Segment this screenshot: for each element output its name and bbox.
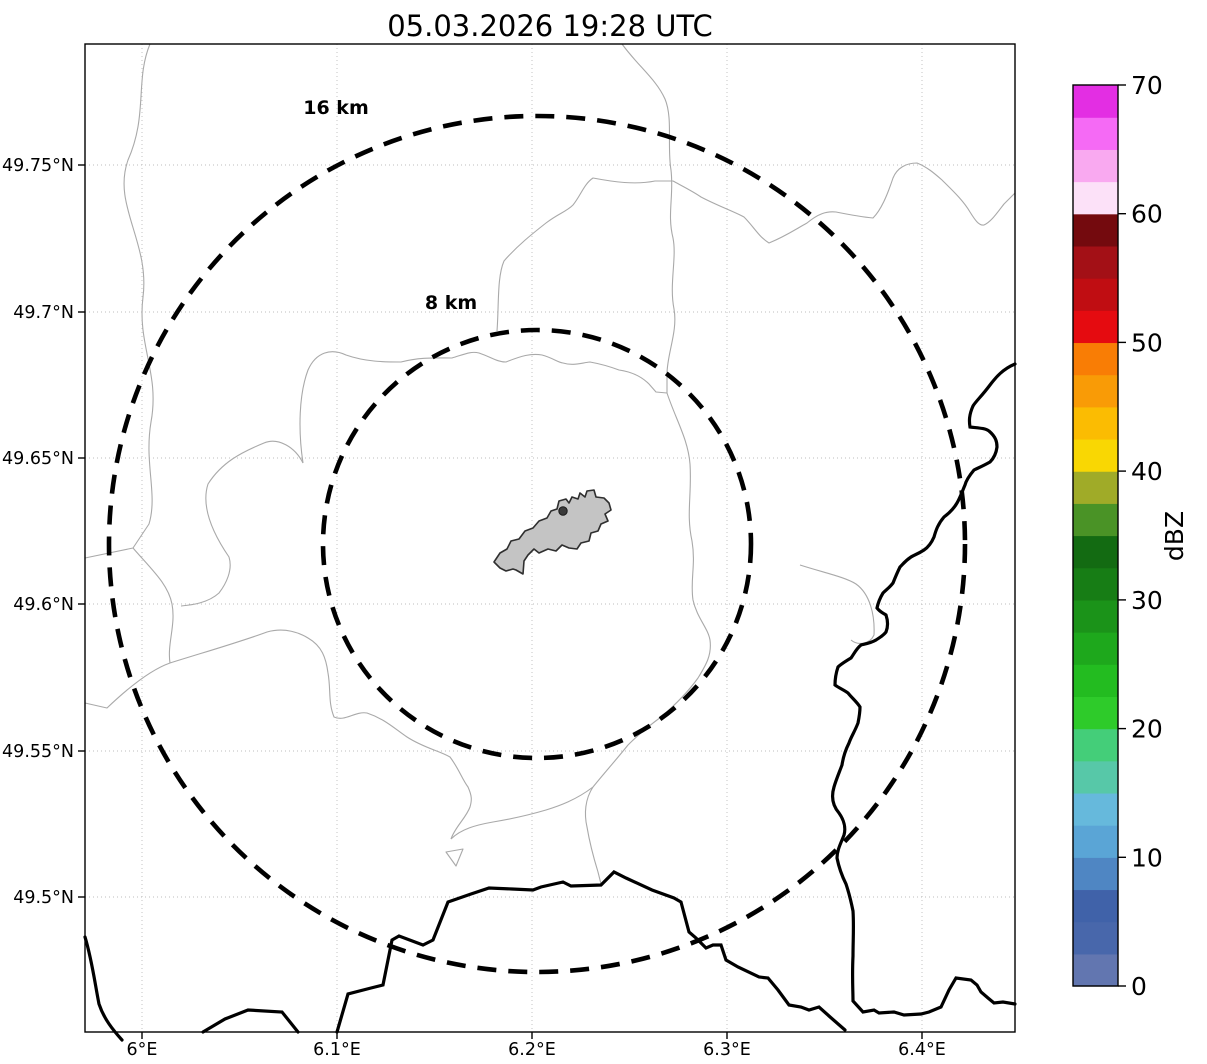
colorbar-segment bbox=[1073, 471, 1118, 504]
colorbar-segment bbox=[1073, 149, 1118, 183]
colorbar-segment bbox=[1073, 664, 1118, 697]
x-axis: 6°E 6.1°E 6.2°E 6.3°E 6.4°E bbox=[127, 1032, 946, 1060]
y-tick-label: 49.5°N bbox=[13, 888, 74, 908]
x-tick-label: 6.3°E bbox=[703, 1040, 751, 1060]
colorbar: 70 60 50 40 30 20 10 0 dBZ bbox=[1072, 71, 1189, 1001]
colorbar-segment bbox=[1073, 117, 1118, 150]
colorbar-segment bbox=[1073, 374, 1118, 408]
colorbar-segment bbox=[1073, 567, 1118, 601]
range-ring-16km-label: 16 km bbox=[303, 97, 369, 119]
x-tick-label: 6.4°E bbox=[898, 1040, 946, 1060]
colorbar-segment bbox=[1073, 728, 1118, 762]
y-tick-label: 49.7°N bbox=[13, 303, 74, 323]
colorbar-segment bbox=[1073, 181, 1118, 215]
colorbar-tick-label: 70 bbox=[1131, 71, 1163, 100]
colorbar-segment bbox=[1073, 696, 1118, 730]
range-rings: 16 km 8 km bbox=[106, 97, 968, 975]
y-tick-label: 49.55°N bbox=[2, 742, 74, 762]
river-lines bbox=[84, 43, 1016, 885]
colorbar-segment bbox=[1073, 535, 1118, 569]
colorbar-segment bbox=[1073, 599, 1118, 633]
colorbar-segment bbox=[1073, 760, 1118, 794]
colorbar-segment bbox=[1073, 857, 1118, 891]
colorbar-tick-label: 20 bbox=[1131, 715, 1163, 744]
colorbar-segment bbox=[1073, 245, 1118, 279]
colorbar-segment bbox=[1073, 792, 1118, 826]
figure-title: 05.03.2026 19:28 UTC bbox=[387, 9, 713, 43]
colorbar-segment bbox=[1073, 889, 1118, 923]
colorbar-tick-label: 60 bbox=[1131, 200, 1163, 229]
radar-site-dot bbox=[558, 506, 568, 516]
colorbar-segment bbox=[1073, 503, 1118, 537]
y-tick-label: 49.75°N bbox=[2, 156, 74, 176]
map-frame bbox=[84, 43, 1016, 1033]
colorbar-segment bbox=[1073, 438, 1118, 472]
y-tick-label: 49.65°N bbox=[2, 449, 74, 469]
colorbar-segment bbox=[1073, 921, 1118, 955]
colorbar-segment bbox=[1073, 85, 1118, 118]
colorbar-segments bbox=[1073, 85, 1118, 987]
colorbar-segment bbox=[1073, 825, 1118, 858]
colorbar-segment bbox=[1073, 953, 1118, 987]
colorbar-segment bbox=[1073, 310, 1118, 344]
range-ring-8km bbox=[320, 327, 754, 761]
colorbar-tick-label: 10 bbox=[1131, 843, 1163, 872]
colorbar-axis-label: dBZ bbox=[1160, 511, 1189, 561]
colorbar-segment bbox=[1073, 406, 1118, 440]
colorbar-tick-label: 50 bbox=[1131, 328, 1163, 357]
colorbar-tick-label: 30 bbox=[1131, 586, 1163, 615]
colorbar-segment bbox=[1073, 213, 1118, 247]
y-tick-label: 49.6°N bbox=[13, 595, 74, 615]
colorbar-segment bbox=[1073, 342, 1118, 376]
colorbar-ticks bbox=[1118, 84, 1126, 987]
country-border-lines bbox=[83, 362, 1017, 1042]
x-tick-label: 6.1°E bbox=[313, 1040, 361, 1060]
colorbar-segment bbox=[1073, 278, 1118, 311]
colorbar-tick-label: 0 bbox=[1131, 972, 1147, 1001]
x-tick-label: 6°E bbox=[127, 1040, 158, 1060]
range-ring-8km-label: 8 km bbox=[425, 292, 477, 314]
colorbar-outline bbox=[1072, 84, 1119, 987]
range-ring-16km bbox=[106, 113, 968, 975]
x-tick-label: 6.2°E bbox=[508, 1040, 556, 1060]
city-boundary-polygon bbox=[493, 489, 612, 575]
y-axis: 49.75°N 49.7°N 49.65°N 49.6°N 49.55°N 49… bbox=[2, 156, 85, 908]
colorbar-tick-label: 40 bbox=[1131, 457, 1163, 486]
colorbar-segment bbox=[1073, 632, 1118, 665]
